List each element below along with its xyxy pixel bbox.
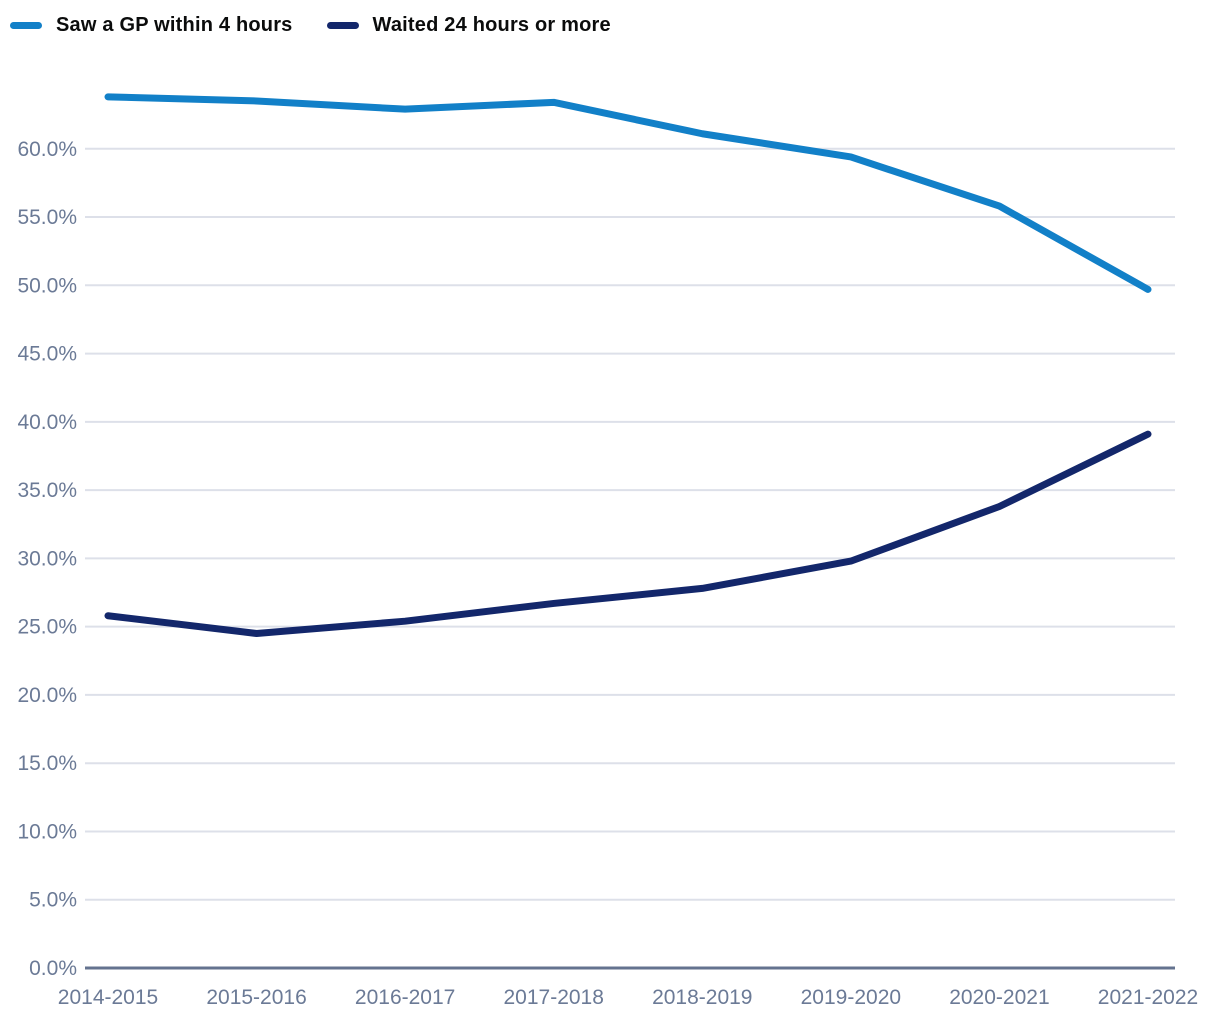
- y-tick-label: 5.0%: [29, 889, 77, 912]
- y-tick-label: 0.0%: [29, 957, 77, 980]
- y-tick-label: 60.0%: [17, 138, 77, 161]
- x-axis-label: 2015-2016: [206, 986, 306, 1009]
- x-axis-label: 2020-2021: [949, 986, 1049, 1009]
- legend-item-waited-24-hours[interactable]: Waited 24 hours or more: [326, 14, 611, 37]
- y-tick-label: 25.0%: [17, 616, 77, 639]
- series-line-saw-gp-4-hours: [104, 93, 1152, 293]
- x-axis-label: 2018-2019: [652, 986, 752, 1009]
- y-tick-label: 20.0%: [17, 684, 77, 707]
- chart-legend: Saw a GP within 4 hours Waited 24 hours …: [10, 14, 611, 37]
- x-axis-label: 2017-2018: [503, 986, 603, 1009]
- legend-swatch-blue-icon: [10, 22, 42, 29]
- legend-label-saw-gp-4-hours: Saw a GP within 4 hours: [56, 14, 293, 36]
- y-tick-label: 45.0%: [17, 343, 77, 366]
- x-axis-label: 2021-2022: [1098, 986, 1198, 1009]
- y-tick-label: 10.0%: [17, 820, 77, 843]
- x-axis-label: 2014-2015: [58, 986, 158, 1009]
- y-tick-label: 40.0%: [17, 411, 77, 434]
- legend-swatch-navy-icon: [326, 22, 359, 29]
- legend-item-saw-gp-4-hours[interactable]: Saw a GP within 4 hours: [10, 14, 293, 37]
- y-tick-label: 55.0%: [17, 206, 77, 229]
- x-axis-label: 2019-2020: [801, 986, 901, 1009]
- y-tick-label: 15.0%: [17, 752, 77, 775]
- legend-label-waited-24-hours: Waited 24 hours or more: [372, 14, 611, 36]
- x-axis-label: 2016-2017: [355, 986, 455, 1009]
- y-tick-label: 50.0%: [17, 274, 77, 297]
- series-line-waited-24-hours: [104, 430, 1152, 637]
- y-tick-label: 30.0%: [17, 547, 77, 570]
- y-tick-label: 35.0%: [17, 479, 77, 502]
